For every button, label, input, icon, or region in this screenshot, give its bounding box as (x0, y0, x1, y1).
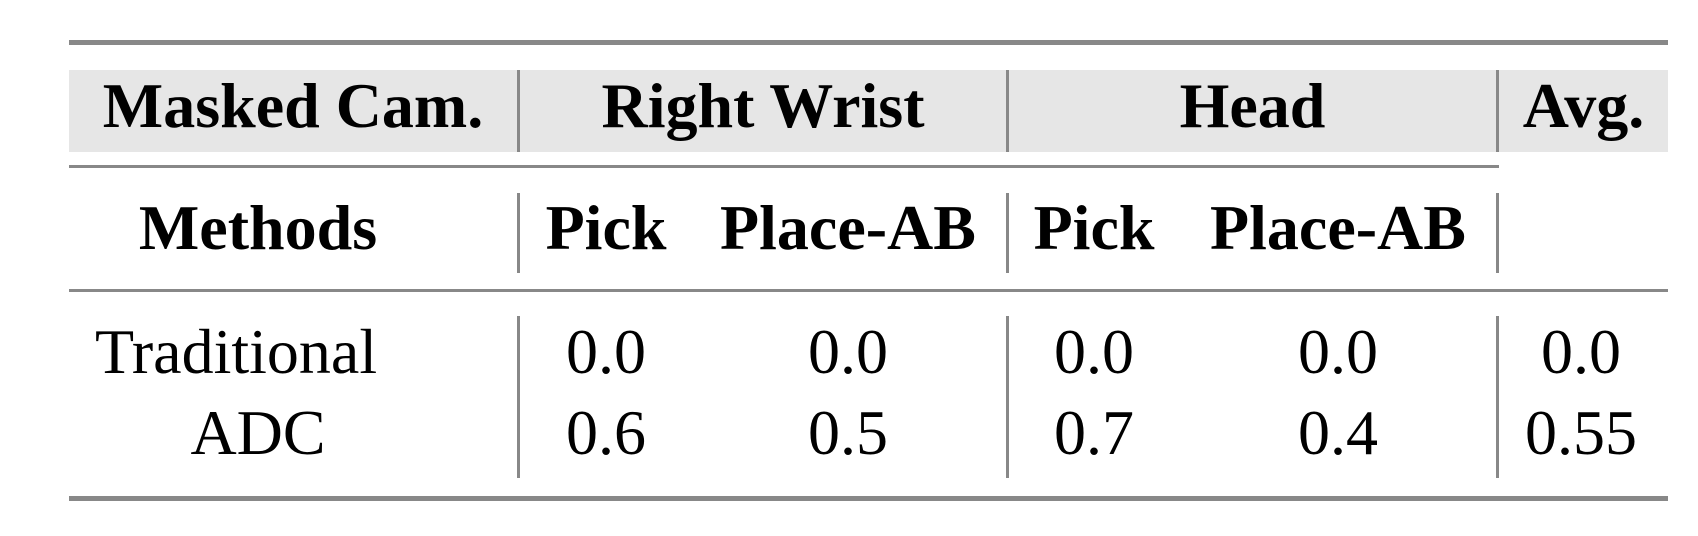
header-group-right-wrist: Right Wrist (601, 70, 925, 141)
header-masked-cam: Masked Cam. (102, 70, 484, 141)
divider (517, 316, 520, 478)
divider (1006, 70, 1009, 152)
value-cell: 0.5 (808, 397, 888, 468)
header-row-background (69, 70, 1668, 152)
top-rule (69, 40, 1668, 45)
value-cell: 0.0 (566, 316, 646, 387)
header-col-pick: Pick (545, 192, 667, 263)
divider (1006, 193, 1009, 273)
value-cell: 0.0 (1298, 316, 1378, 387)
value-cell: 0.7 (1054, 397, 1134, 468)
divider (517, 70, 520, 152)
header-col-place-ab: Place-AB (720, 192, 976, 263)
header-avg: Avg. (1522, 70, 1645, 141)
value-cell: 0.0 (808, 316, 888, 387)
divider (1496, 70, 1499, 152)
header-col-place-ab: Place-AB (1210, 192, 1466, 263)
bottom-rule (69, 496, 1668, 501)
value-cell: 0.4 (1298, 397, 1378, 468)
method-name: Traditional (95, 316, 378, 387)
header-col-pick: Pick (1033, 192, 1155, 263)
divider (1496, 193, 1499, 273)
value-cell: 0.0 (1054, 316, 1134, 387)
header-methods: Methods (138, 192, 378, 263)
method-name: ADC (190, 397, 326, 468)
divider (517, 193, 520, 273)
divider (1496, 316, 1499, 478)
header-bottom-rule (69, 289, 1668, 292)
value-cell: 0.6 (566, 397, 646, 468)
header-group-head: Head (1179, 70, 1326, 141)
avg-cell: 0.0 (1541, 316, 1621, 387)
divider (1006, 316, 1009, 478)
group-midrule (69, 165, 1499, 168)
avg-cell: 0.55 (1525, 397, 1637, 468)
